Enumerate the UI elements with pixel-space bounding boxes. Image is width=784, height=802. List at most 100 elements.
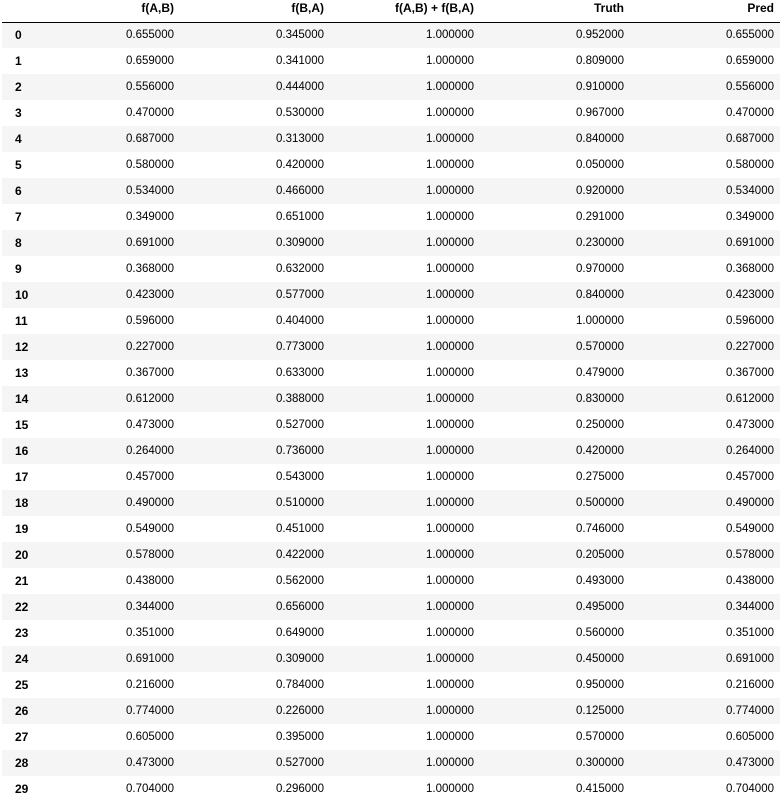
cell-sum: 1.000000 [426, 627, 474, 639]
table-row: 21 0.438000 0.562000 1.000000 0.493000 0.4380… [2, 568, 780, 594]
table-row: 17 0.457000 0.543000 1.000000 0.275000 0.4570… [2, 464, 780, 490]
cell-pred: 0.578000 [726, 549, 774, 561]
cell-pred: 0.596000 [726, 315, 774, 327]
row-index: 26 [15, 704, 29, 718]
cell-f-b-a: 0.345000 [276, 29, 324, 42]
cell-pred: 0.473000 [726, 419, 774, 431]
cell-pred: 0.612000 [726, 393, 774, 405]
cell-sum: 1.000000 [426, 445, 474, 457]
row-index: 3 [15, 106, 22, 120]
cell-sum: 1.000000 [426, 575, 474, 587]
table-row: 9 0.368000 0.632000 1.000000 0.970000 0.36800… [2, 256, 780, 282]
row-index: 12 [15, 340, 29, 354]
row-index: 29 [15, 782, 29, 796]
table-row: 18 0.490000 0.510000 1.000000 0.500000 0.4900… [2, 490, 780, 516]
cell-f-a-b: 0.655000 [126, 29, 174, 42]
header-f-b-a: f(B,A) [180, 0, 330, 23]
row-index: 16 [15, 444, 29, 458]
cell-f-a-b: 0.227000 [126, 341, 174, 353]
cell-truth: 0.840000 [576, 289, 624, 301]
cell-f-b-a: 0.420000 [276, 159, 324, 171]
cell-f-a-b: 0.687000 [126, 133, 174, 145]
cell-f-b-a: 0.444000 [276, 81, 324, 93]
cell-pred: 0.227000 [726, 341, 774, 353]
cell-truth: 0.493000 [576, 575, 624, 587]
cell-f-b-a: 0.341000 [276, 55, 324, 67]
cell-pred: 0.687000 [726, 133, 774, 145]
cell-f-b-a: 0.773000 [276, 341, 324, 353]
cell-truth: 0.560000 [576, 627, 624, 639]
cell-f-b-a: 0.784000 [276, 679, 324, 691]
cell-truth: 0.450000 [576, 653, 624, 665]
cell-pred: 0.605000 [726, 731, 774, 743]
table-row: 22 0.344000 0.656000 1.000000 0.495000 0.3440… [2, 594, 780, 620]
table-row: 5 0.580000 0.420000 1.000000 0.050000 0.58000… [2, 152, 780, 178]
cell-pred: 0.264000 [726, 445, 774, 457]
row-index: 21 [15, 574, 29, 588]
table-row: 29 0.704000 0.296000 1.000000 0.415000 0.7040… [2, 776, 780, 802]
table-body: 0 0.655000 0.345000 1.000000 0.952000 0.65500… [2, 22, 780, 802]
table-row: 8 0.691000 0.309000 1.000000 0.230000 0.69100… [2, 230, 780, 256]
cell-pred: 0.704000 [726, 783, 774, 795]
cell-sum: 1.000000 [426, 549, 474, 561]
cell-sum: 1.000000 [426, 731, 474, 743]
cell-sum: 1.000000 [426, 497, 474, 509]
cell-f-a-b: 0.580000 [126, 159, 174, 171]
cell-sum: 1.000000 [426, 679, 474, 691]
cell-sum: 1.000000 [426, 757, 474, 769]
cell-truth: 0.830000 [576, 393, 624, 405]
cell-f-a-b: 0.691000 [126, 237, 174, 249]
cell-f-a-b: 0.367000 [126, 367, 174, 379]
row-index: 9 [15, 262, 22, 276]
cell-truth: 0.910000 [576, 81, 624, 93]
cell-f-a-b: 0.659000 [126, 55, 174, 67]
cell-truth: 0.125000 [576, 705, 624, 717]
table-row: 28 0.473000 0.527000 1.000000 0.300000 0.4730… [2, 750, 780, 776]
cell-f-a-b: 0.556000 [126, 81, 174, 93]
cell-truth: 0.250000 [576, 419, 624, 431]
cell-f-a-b: 0.344000 [126, 601, 174, 613]
row-index: 22 [15, 600, 29, 614]
table-row: 11 0.596000 0.404000 1.000000 1.000000 0.5960… [2, 308, 780, 334]
cell-sum: 1.000000 [426, 705, 474, 717]
cell-f-a-b: 0.457000 [126, 471, 174, 483]
cell-f-b-a: 0.543000 [276, 471, 324, 483]
table-row: 1 0.659000 0.341000 1.000000 0.809000 0.65900… [2, 48, 780, 74]
table-row: 25 0.216000 0.784000 1.000000 0.950000 0.2160… [2, 672, 780, 698]
cell-pred: 0.580000 [726, 159, 774, 171]
row-index: 27 [15, 730, 29, 744]
cell-f-b-a: 0.313000 [276, 133, 324, 145]
table-row: 16 0.264000 0.736000 1.000000 0.420000 0.2640… [2, 438, 780, 464]
cell-sum: 1.000000 [426, 159, 474, 171]
cell-sum: 1.000000 [426, 107, 474, 119]
table-row: 23 0.351000 0.649000 1.000000 0.560000 0.3510… [2, 620, 780, 646]
cell-truth: 0.230000 [576, 237, 624, 249]
cell-pred: 0.423000 [726, 289, 774, 301]
cell-pred: 0.691000 [726, 653, 774, 665]
cell-f-a-b: 0.473000 [126, 419, 174, 431]
cell-f-b-a: 0.656000 [276, 601, 324, 613]
row-index: 7 [15, 210, 22, 224]
row-index: 28 [15, 756, 29, 770]
cell-f-a-b: 0.774000 [126, 705, 174, 717]
row-index: 10 [15, 288, 29, 302]
cell-truth: 0.275000 [576, 471, 624, 483]
cell-pred: 0.659000 [726, 55, 774, 67]
cell-f-b-a: 0.451000 [276, 523, 324, 535]
cell-sum: 1.000000 [426, 315, 474, 327]
table-row: 0 0.655000 0.345000 1.000000 0.952000 0.65500… [2, 22, 780, 48]
cell-truth: 1.000000 [576, 315, 624, 327]
cell-f-a-b: 0.351000 [126, 627, 174, 639]
table-row: 10 0.423000 0.577000 1.000000 0.840000 0.4230… [2, 282, 780, 308]
cell-f-b-a: 0.422000 [276, 549, 324, 561]
row-index: 20 [15, 548, 29, 562]
cell-truth: 0.920000 [576, 185, 624, 197]
cell-f-b-a: 0.632000 [276, 263, 324, 275]
table-row: 19 0.549000 0.451000 1.000000 0.746000 0.5490… [2, 516, 780, 542]
cell-truth: 0.495000 [576, 601, 624, 613]
cell-truth: 0.300000 [576, 757, 624, 769]
cell-sum: 1.000000 [426, 289, 474, 301]
cell-sum: 1.000000 [426, 341, 474, 353]
cell-truth: 0.205000 [576, 549, 624, 561]
